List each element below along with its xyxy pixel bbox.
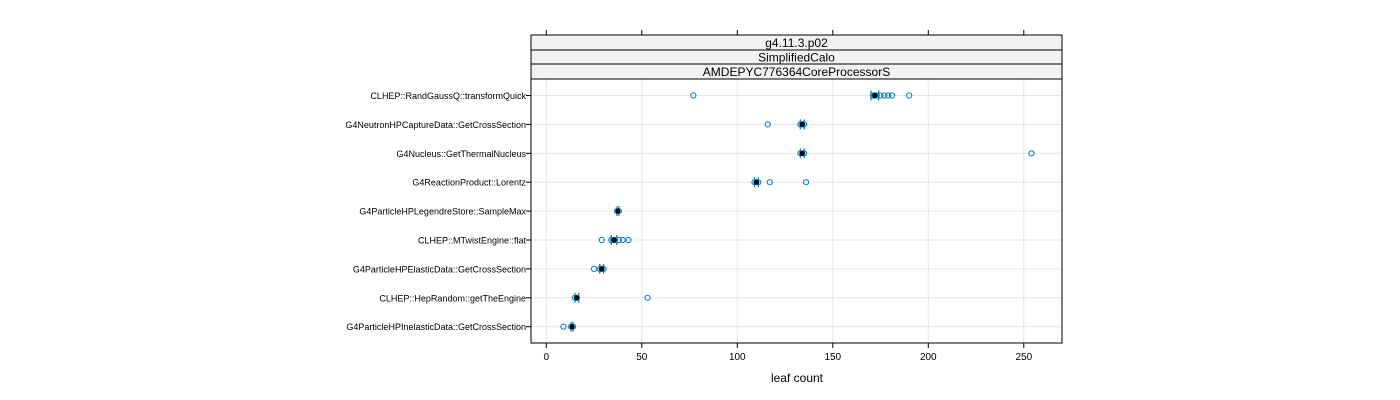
strip-label-2: SimplifiedCalo: [758, 51, 835, 65]
sample-point: [802, 179, 810, 186]
sample-point: [625, 236, 632, 244]
mean-point: [574, 295, 580, 301]
y-category-label: CLHEP::MTwistEngine::flat: [418, 236, 527, 246]
x-tick-label: 100: [729, 352, 746, 363]
y-category-label: G4ParticleHPElasticData::GetCrossSection: [353, 264, 526, 274]
x-tick-label: 200: [920, 352, 937, 363]
y-category-label: CLHEP::RandGaussQ::transformQuick: [370, 91, 526, 101]
sample-point: [619, 236, 626, 244]
y-axis: CLHEP::RandGaussQ::transformQuickG4Neutr…: [345, 91, 531, 332]
y-category-label: G4Nucleus::GetThermalNucleus: [396, 149, 526, 159]
data-marks: [560, 90, 1035, 332]
sample-point: [1028, 150, 1035, 157]
strip-label-1: g4.11.3.p02: [765, 36, 828, 50]
gridlines: [531, 79, 1062, 343]
x-tick-label: 250: [1015, 352, 1032, 363]
y-category-label: G4ParticleHPInelasticData::GetCrossSecti…: [346, 322, 526, 332]
row-marks: [560, 321, 577, 332]
sample-point: [877, 92, 884, 99]
sample-point: [885, 92, 892, 99]
x-axis: 0 50 100 150 200 250: [543, 30, 1033, 363]
sample-point: [906, 92, 913, 99]
row-marks: [751, 177, 810, 188]
row-marks: [797, 148, 1035, 159]
sample-point: [598, 236, 605, 244]
mean-point: [599, 266, 605, 272]
y-category-label: G4ReactionProduct::Lorentz: [412, 178, 526, 188]
sample-point: [764, 121, 771, 128]
x-tick-label: 50: [636, 352, 648, 363]
x-tick-label: 150: [824, 352, 841, 363]
y-category-label: G4NeutronHPCaptureData::GetCrossSection: [345, 120, 526, 130]
strip-label-3: AMDEPYC776364CoreProcessorS: [703, 65, 890, 79]
mean-point: [615, 208, 621, 214]
mean-point: [799, 121, 805, 127]
sample-point: [644, 294, 651, 301]
row-marks: [613, 206, 622, 217]
strip-headers: g4.11.3.p02 SimplifiedCalo AMDEPYC776364…: [530, 34, 1063, 80]
row-marks: [690, 90, 913, 101]
x-tick-label: 0: [543, 352, 549, 363]
mean-point: [569, 324, 575, 330]
sample-point: [888, 92, 896, 99]
mean-point: [753, 179, 759, 185]
row-marks: [764, 119, 808, 130]
row-marks: [590, 263, 607, 274]
mean-point: [799, 150, 805, 156]
row-marks: [571, 292, 651, 303]
y-category-label: G4ParticleHPLegendreStore::SampleMax: [359, 207, 526, 217]
sample-point: [560, 323, 567, 330]
sample-point: [766, 179, 773, 186]
mean-point: [611, 237, 617, 243]
x-axis-label: leaf count: [771, 371, 824, 385]
mean-point: [872, 92, 878, 99]
y-category-label: CLHEP::HepRandom::getTheEngine: [379, 293, 526, 303]
row-marks: [598, 235, 632, 245]
sample-point: [690, 92, 697, 99]
sample-point: [881, 92, 888, 99]
sample-point: [590, 265, 598, 272]
